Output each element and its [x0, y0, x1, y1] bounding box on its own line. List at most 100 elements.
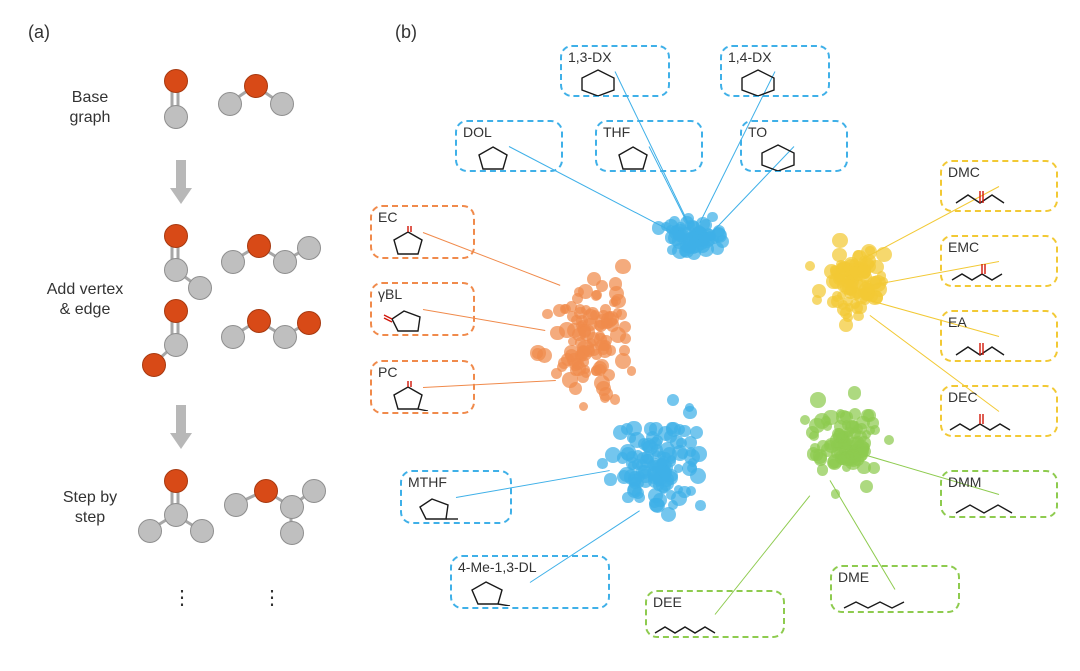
compound-tag: PC	[370, 360, 475, 414]
atom-orange	[247, 309, 271, 333]
atom-gray	[270, 92, 294, 116]
compound-label: 1,3-DX	[568, 50, 662, 64]
atom-orange	[164, 299, 188, 323]
scatter-dot	[695, 500, 706, 511]
molecule-icon	[378, 381, 467, 411]
scatter-dot	[884, 435, 894, 445]
compound-tag: MTHF	[400, 470, 512, 524]
scatter-dot	[848, 386, 862, 400]
scatter-dot	[812, 284, 826, 298]
molecule-icon	[948, 491, 1050, 521]
atom-orange	[297, 311, 321, 335]
scatter-dot	[619, 321, 632, 334]
molecule-icon	[378, 303, 467, 333]
atom-gray	[164, 105, 188, 129]
atom-gray	[218, 92, 242, 116]
step-label-1: Basegraph	[40, 88, 140, 128]
compound-tag: EA	[940, 310, 1058, 362]
scatter-dot	[868, 462, 880, 474]
scatter-dot	[854, 289, 869, 304]
scatter-dot	[562, 372, 578, 388]
scatter-dot	[836, 260, 845, 269]
molecule-icon	[948, 181, 1050, 211]
atom-gray	[164, 333, 188, 357]
atom-gray	[273, 250, 297, 274]
molecule-icon	[408, 491, 504, 521]
scatter-dot	[844, 427, 854, 437]
compound-label: EC	[378, 210, 467, 224]
compound-label: DMC	[948, 165, 1050, 179]
scatter-dot	[860, 480, 873, 493]
molecule-icon	[653, 611, 777, 641]
scatter-dot	[711, 242, 724, 255]
scatter-dot	[679, 245, 691, 257]
molecule-icon	[378, 226, 467, 256]
scatter-dot	[688, 458, 698, 468]
compound-tag: 1,4-DX	[720, 45, 830, 97]
compound-label: DOL	[463, 125, 555, 139]
molecule-icon	[728, 66, 822, 96]
ellipsis-icon: ⋮	[262, 585, 284, 610]
atom-gray	[297, 236, 321, 260]
scatter-dot	[700, 219, 712, 231]
atom-gray	[302, 479, 326, 503]
scatter-dot	[537, 348, 552, 363]
scatter-dot	[604, 311, 619, 326]
scatter-dot	[611, 296, 621, 306]
scatter-dot	[579, 402, 588, 411]
scatter-dot	[638, 465, 651, 478]
atom-gray	[164, 258, 188, 282]
scatter-dot	[817, 464, 828, 475]
compound-label: DME	[838, 570, 952, 584]
compound-label: γBL	[378, 287, 467, 301]
atom-gray	[188, 276, 212, 300]
panel-b-label: (b)	[395, 22, 417, 43]
molecule-icon	[458, 576, 602, 606]
down-arrow-icon	[170, 405, 192, 451]
molecule-icon	[748, 141, 840, 171]
scatter-dot	[622, 492, 634, 504]
compound-tag: 1,3-DX	[560, 45, 670, 97]
scatter-dot	[832, 233, 848, 249]
atom-gray	[221, 250, 245, 274]
scatter-dot	[615, 259, 631, 275]
atom-gray	[164, 503, 188, 527]
scatter-dot	[852, 436, 864, 448]
figure-root: { "labels": { "panel_a": "(a)", "panel_b…	[0, 0, 1080, 671]
scatter-dot	[550, 326, 565, 341]
compound-label: PC	[378, 365, 467, 379]
atom-orange	[244, 74, 268, 98]
compound-tag: DMC	[940, 160, 1058, 212]
panel-a-label: (a)	[28, 22, 50, 43]
scatter-dot	[604, 473, 616, 485]
molecule-icon	[463, 141, 555, 171]
scatter-dot	[599, 340, 609, 350]
atom-gray	[280, 521, 304, 545]
compound-label: EMC	[948, 240, 1050, 254]
compound-label: EA	[948, 315, 1050, 329]
scatter-dot	[627, 366, 637, 376]
scatter-dot	[649, 498, 659, 508]
compound-tag: γBL	[370, 282, 475, 336]
atom-gray	[273, 325, 297, 349]
scatter-dot	[659, 485, 668, 494]
compound-tag: DMM	[940, 470, 1058, 518]
scatter-dot	[586, 307, 599, 320]
compound-tag: TO	[740, 120, 848, 172]
scatter-dot	[569, 358, 582, 371]
molecule-icon	[948, 406, 1050, 436]
molecule-icon	[568, 66, 662, 96]
compound-tag: DEE	[645, 590, 785, 638]
scatter-dot	[567, 311, 578, 322]
scatter-dot	[805, 261, 815, 271]
atom-gray	[138, 519, 162, 543]
scatter-dot	[688, 231, 699, 242]
compound-label: THF	[603, 125, 695, 139]
down-arrow-icon	[170, 160, 192, 206]
atom-orange	[142, 353, 166, 377]
scatter-dot	[557, 362, 567, 372]
compound-tag: DME	[830, 565, 960, 613]
atom-gray	[190, 519, 214, 543]
compound-tag: DOL	[455, 120, 563, 172]
scatter-dot	[817, 440, 829, 452]
